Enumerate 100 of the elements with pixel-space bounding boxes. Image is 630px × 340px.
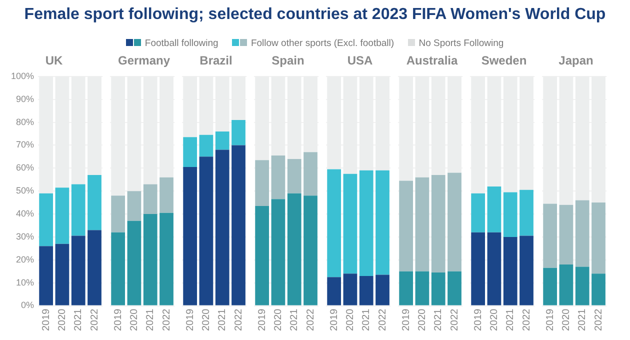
x-tick-label: 2019 <box>544 308 556 332</box>
bar <box>376 170 390 275</box>
chart-title: Australia <box>406 54 458 68</box>
bar <box>399 271 414 306</box>
x-tick-label: 2021 <box>505 308 516 332</box>
bar <box>448 172 462 272</box>
bar <box>287 158 302 194</box>
legend-label: Football following <box>144 38 218 48</box>
x-tick-label: 2021 <box>145 308 156 332</box>
bar <box>255 206 270 306</box>
bar <box>399 180 414 272</box>
x-tick-label: 2020 <box>344 308 356 332</box>
x-tick-label: 2021 <box>217 308 228 332</box>
y-tick-label: 60% <box>16 162 34 173</box>
bar <box>431 175 446 272</box>
chart-title: USA <box>347 54 373 68</box>
bar <box>71 184 86 236</box>
x-tick-label: 2020 <box>56 308 68 332</box>
x-tick-label: 2020 <box>128 308 140 332</box>
bar <box>55 244 70 306</box>
x-tick-label: 2021 <box>361 308 372 332</box>
x-tick-label: 2019 <box>328 308 340 332</box>
bar <box>88 230 102 306</box>
x-tick-label: 2022 <box>305 308 316 332</box>
bar <box>415 271 430 306</box>
bar <box>55 188 70 244</box>
bar <box>592 274 606 306</box>
x-tick-label: 2022 <box>161 308 172 332</box>
bar <box>343 174 358 274</box>
x-tick-label: 2020 <box>560 308 572 332</box>
bar <box>39 246 54 306</box>
x-tick-label: 2019 <box>256 308 268 332</box>
bar <box>559 204 574 264</box>
x-tick-label: 2019 <box>184 308 196 332</box>
y-tick-label: 70% <box>16 140 34 150</box>
bar <box>487 232 502 306</box>
bar <box>183 166 198 306</box>
x-tick-label: 2021 <box>433 308 444 332</box>
bar <box>127 191 142 221</box>
x-tick-label: 2019 <box>112 308 124 332</box>
x-tick-label: 2022 <box>89 308 100 332</box>
bar <box>543 268 558 306</box>
chart-title: Sweden <box>481 54 527 68</box>
x-tick-label: 2022 <box>449 308 460 332</box>
text: Female sport following; selected countries at 2023 FIFA Women's World Cup <box>23 5 607 25</box>
bar <box>359 170 374 276</box>
bar <box>520 236 534 306</box>
bar <box>160 212 174 306</box>
bar <box>160 177 174 213</box>
bar <box>143 214 158 306</box>
bar <box>271 156 286 200</box>
x-tick-label: 2019 <box>472 308 484 332</box>
bar <box>471 232 486 306</box>
bar <box>343 274 358 306</box>
bar <box>127 220 142 306</box>
bar <box>111 196 126 232</box>
bar <box>287 193 302 306</box>
bar <box>359 276 374 306</box>
bar <box>199 134 214 157</box>
bar <box>304 196 318 306</box>
bar <box>575 266 590 306</box>
y-tick-label: 20% <box>16 254 34 264</box>
bar <box>255 160 270 206</box>
chart-title: Brazil <box>200 54 232 68</box>
y-tick-label: 10% <box>16 277 34 288</box>
chart-title: Japan <box>558 54 594 68</box>
bar <box>592 202 606 274</box>
bar <box>503 236 518 306</box>
bar <box>503 192 518 237</box>
chart-title: Germany <box>118 54 170 68</box>
y-tick-label: 40% <box>16 208 34 218</box>
x-tick-label: 2021 <box>73 308 84 332</box>
bar <box>215 131 230 150</box>
x-tick-label: 2020 <box>416 308 428 332</box>
legend-label: Follow other sports (Excl. football) <box>250 38 394 48</box>
bar <box>327 277 342 306</box>
bar <box>143 184 158 214</box>
bar <box>271 199 286 306</box>
bar <box>111 232 126 306</box>
y-tick-label: 30% <box>16 231 34 242</box>
legend-label: No Sports Following <box>418 38 504 48</box>
bar <box>232 120 246 146</box>
bar <box>376 274 390 306</box>
x-tick-label: 2020 <box>488 308 500 332</box>
bar <box>559 264 574 306</box>
x-tick-label: 2022 <box>593 308 604 332</box>
x-tick-label: 2022 <box>521 308 532 332</box>
bar <box>471 193 486 232</box>
x-tick-label: 2021 <box>289 308 300 332</box>
x-tick-label: 2020 <box>272 308 284 332</box>
x-tick-label: 2022 <box>233 308 244 332</box>
bar <box>183 137 198 167</box>
x-tick-label: 2019 <box>40 308 52 332</box>
bar <box>199 156 214 306</box>
y-tick-label: 0% <box>20 300 34 310</box>
bar <box>575 200 590 267</box>
bar <box>232 145 246 306</box>
y-tick-label: 90% <box>16 94 34 104</box>
y-tick-label: 100% <box>10 70 34 81</box>
y-tick-label: 50% <box>16 186 34 196</box>
